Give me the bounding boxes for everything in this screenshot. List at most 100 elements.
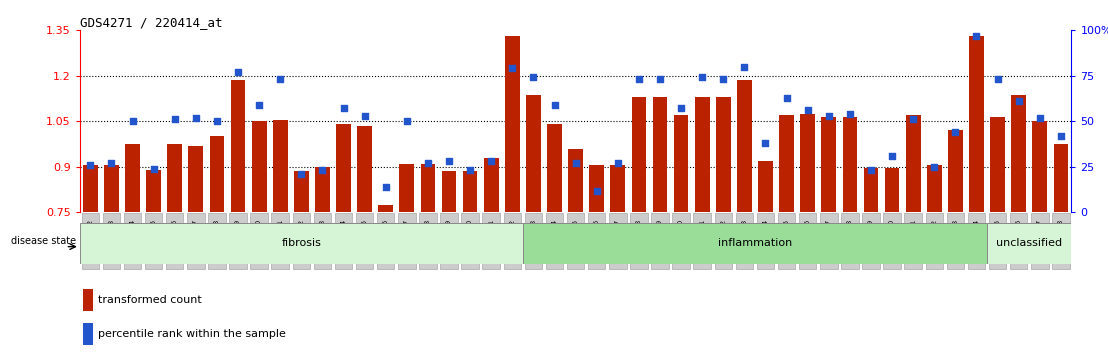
- Bar: [589, 165, 604, 212]
- Bar: [547, 124, 562, 212]
- Bar: [167, 144, 182, 212]
- Bar: [357, 126, 372, 212]
- Point: [694, 75, 711, 80]
- Bar: [421, 164, 435, 212]
- Bar: [1012, 96, 1026, 212]
- Point: [503, 65, 521, 71]
- Bar: [632, 97, 646, 212]
- Point: [904, 116, 922, 122]
- Bar: [800, 114, 815, 212]
- Point: [588, 188, 606, 193]
- Bar: [842, 117, 858, 212]
- Point: [145, 166, 163, 171]
- Bar: [568, 149, 583, 212]
- Point: [862, 168, 880, 173]
- Point: [841, 111, 859, 117]
- Bar: [273, 120, 288, 212]
- Bar: [779, 115, 794, 212]
- Text: transformed count: transformed count: [98, 295, 202, 305]
- Point: [377, 184, 394, 190]
- Bar: [716, 97, 730, 212]
- Bar: [104, 165, 119, 212]
- Point: [778, 95, 796, 101]
- Point: [314, 168, 331, 173]
- Point: [545, 102, 563, 108]
- Bar: [505, 36, 520, 212]
- Point: [82, 162, 100, 168]
- Point: [482, 159, 500, 164]
- Point: [988, 76, 1006, 82]
- Point: [103, 160, 121, 166]
- Point: [925, 164, 943, 170]
- Bar: [526, 96, 541, 212]
- Bar: [1054, 144, 1068, 212]
- Point: [166, 116, 184, 122]
- Point: [208, 119, 226, 124]
- Point: [524, 75, 542, 80]
- Bar: [653, 97, 667, 212]
- Bar: [378, 205, 393, 212]
- Bar: [523, 223, 987, 264]
- Text: GDS4271 / 220414_at: GDS4271 / 220414_at: [80, 16, 223, 29]
- Text: inflammation: inflammation: [718, 238, 792, 249]
- Bar: [230, 80, 245, 212]
- Bar: [1033, 121, 1047, 212]
- Bar: [80, 223, 523, 264]
- Bar: [884, 169, 900, 212]
- Point: [883, 153, 901, 159]
- Text: fibrosis: fibrosis: [281, 238, 321, 249]
- Bar: [991, 117, 1005, 212]
- Bar: [125, 144, 140, 212]
- Point: [440, 159, 458, 164]
- Point: [356, 113, 373, 119]
- Point: [187, 115, 205, 120]
- Bar: [399, 164, 414, 212]
- Point: [673, 105, 690, 111]
- Bar: [315, 167, 330, 212]
- Point: [124, 119, 142, 124]
- Point: [229, 69, 247, 75]
- Point: [271, 76, 289, 82]
- Point: [335, 105, 352, 111]
- Point: [967, 33, 985, 38]
- Point: [799, 108, 817, 113]
- Bar: [674, 115, 688, 212]
- Point: [946, 129, 964, 135]
- Bar: [695, 97, 709, 212]
- Bar: [948, 130, 963, 212]
- Point: [1009, 98, 1027, 104]
- Bar: [82, 289, 92, 311]
- Bar: [863, 169, 879, 212]
- Bar: [463, 171, 478, 212]
- Point: [820, 113, 838, 119]
- Bar: [442, 171, 456, 212]
- Point: [419, 160, 437, 166]
- Bar: [927, 165, 942, 212]
- Point: [715, 76, 732, 82]
- Bar: [821, 117, 837, 212]
- Bar: [906, 115, 921, 212]
- Point: [250, 102, 268, 108]
- Point: [736, 64, 753, 69]
- Bar: [82, 323, 92, 345]
- Text: unclassified: unclassified: [996, 238, 1063, 249]
- Point: [293, 171, 310, 177]
- Bar: [611, 165, 625, 212]
- Point: [609, 160, 627, 166]
- Bar: [970, 36, 984, 212]
- Bar: [294, 171, 309, 212]
- Point: [1051, 133, 1069, 139]
- Point: [398, 119, 416, 124]
- Point: [461, 168, 479, 173]
- Bar: [758, 161, 773, 212]
- Bar: [146, 170, 161, 212]
- Bar: [188, 145, 203, 212]
- Bar: [83, 165, 98, 212]
- Point: [566, 160, 585, 166]
- Bar: [737, 80, 752, 212]
- Bar: [987, 223, 1071, 264]
- Point: [652, 76, 669, 82]
- Bar: [252, 121, 267, 212]
- Point: [757, 140, 774, 146]
- Bar: [484, 158, 499, 212]
